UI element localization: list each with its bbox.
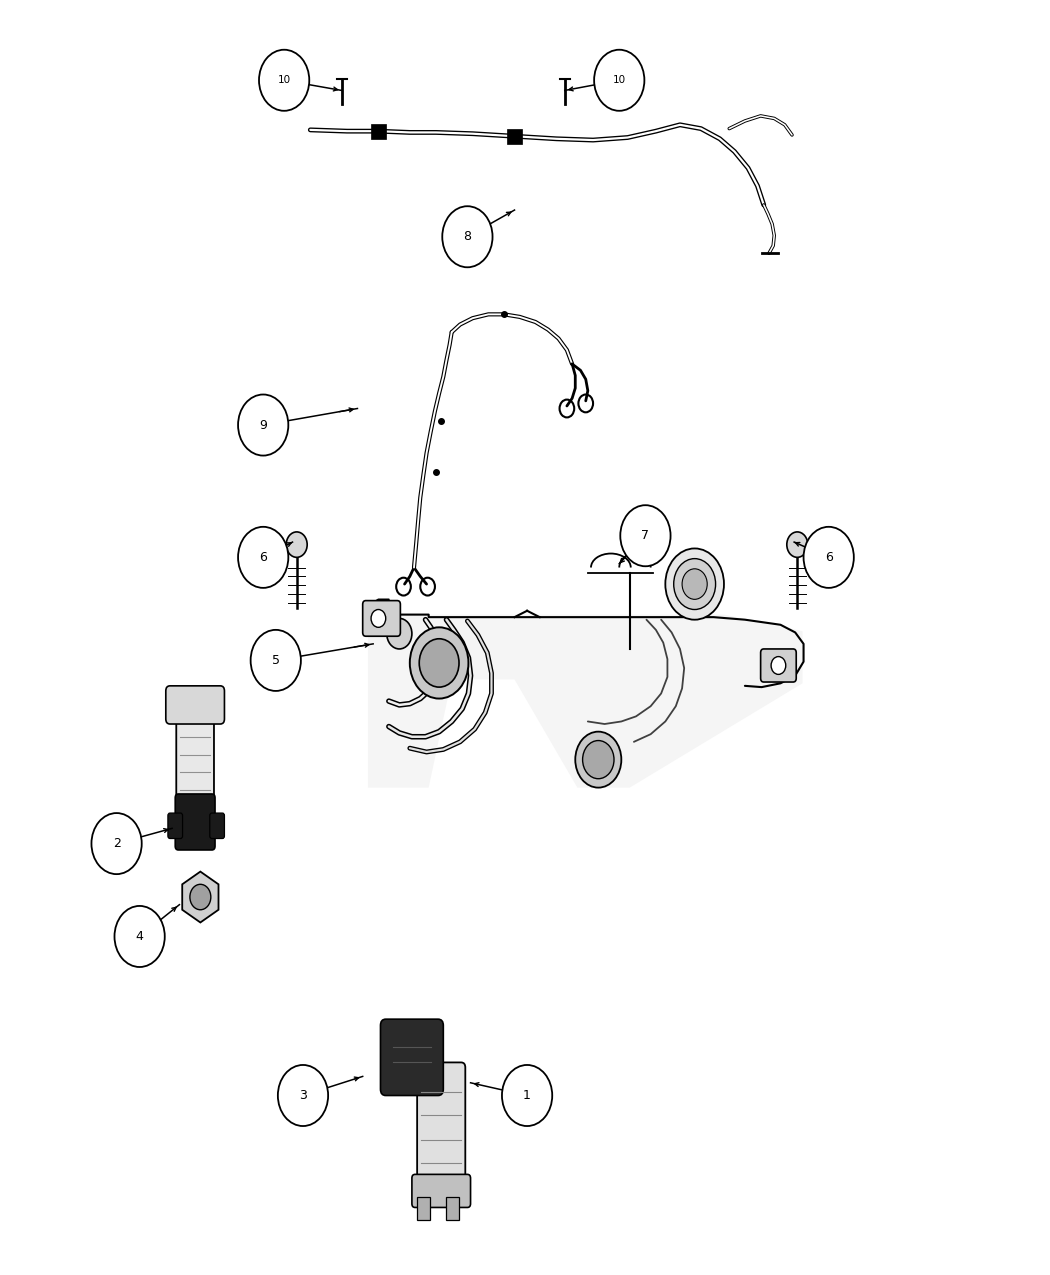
Circle shape: [287, 532, 308, 557]
Text: 4: 4: [135, 929, 144, 944]
Circle shape: [238, 527, 289, 588]
Polygon shape: [368, 615, 802, 788]
Text: 3: 3: [299, 1089, 307, 1102]
Circle shape: [410, 627, 468, 699]
FancyBboxPatch shape: [210, 813, 225, 839]
Text: 10: 10: [613, 75, 626, 85]
Circle shape: [786, 532, 807, 557]
Text: 8: 8: [463, 231, 471, 244]
Circle shape: [803, 527, 854, 588]
Circle shape: [594, 50, 645, 111]
Text: 5: 5: [272, 654, 279, 667]
FancyBboxPatch shape: [168, 813, 183, 839]
FancyBboxPatch shape: [417, 1062, 465, 1190]
Circle shape: [682, 569, 708, 599]
FancyBboxPatch shape: [446, 1197, 459, 1220]
Circle shape: [371, 609, 385, 627]
Text: 7: 7: [642, 529, 650, 542]
Circle shape: [583, 741, 614, 779]
Circle shape: [278, 1065, 328, 1126]
FancyBboxPatch shape: [176, 705, 214, 811]
Text: 10: 10: [277, 75, 291, 85]
FancyBboxPatch shape: [175, 794, 215, 850]
Circle shape: [666, 548, 723, 620]
FancyBboxPatch shape: [760, 649, 796, 682]
Bar: [371, 124, 385, 139]
Text: 9: 9: [259, 418, 267, 431]
Circle shape: [259, 50, 310, 111]
Circle shape: [386, 618, 412, 649]
Circle shape: [442, 207, 492, 268]
Text: 2: 2: [112, 838, 121, 850]
FancyBboxPatch shape: [166, 686, 225, 724]
FancyBboxPatch shape: [417, 1197, 429, 1220]
Circle shape: [114, 907, 165, 966]
Bar: [507, 129, 522, 144]
Text: 1: 1: [523, 1089, 531, 1102]
Circle shape: [190, 885, 211, 910]
FancyBboxPatch shape: [412, 1174, 470, 1207]
Circle shape: [419, 639, 459, 687]
Text: 6: 6: [259, 551, 267, 564]
Text: 6: 6: [824, 551, 833, 564]
Circle shape: [251, 630, 301, 691]
Circle shape: [621, 505, 671, 566]
FancyBboxPatch shape: [362, 601, 400, 636]
Circle shape: [91, 813, 142, 875]
Circle shape: [502, 1065, 552, 1126]
Circle shape: [674, 558, 716, 609]
Circle shape: [771, 657, 785, 674]
Circle shape: [238, 394, 289, 455]
FancyBboxPatch shape: [380, 1019, 443, 1095]
Circle shape: [575, 732, 622, 788]
